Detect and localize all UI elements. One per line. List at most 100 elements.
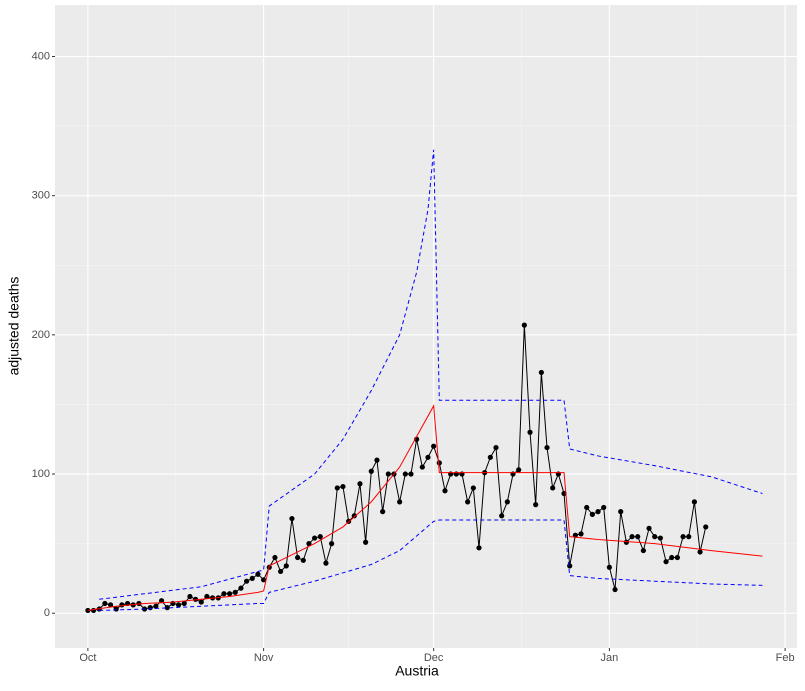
data-point [243, 578, 250, 584]
data-point [601, 504, 607, 511]
data-point [487, 454, 493, 460]
data-point [300, 557, 306, 563]
data-point [606, 564, 612, 570]
data-point [578, 531, 584, 537]
data-point [465, 499, 471, 505]
data-point [680, 534, 686, 540]
data-point [272, 554, 278, 561]
data-point [436, 460, 442, 466]
data-point [657, 535, 663, 541]
data-point [221, 591, 227, 597]
x-tick-label: Jan [600, 652, 618, 664]
data-point [669, 554, 675, 561]
data-point [499, 513, 505, 519]
data-point [623, 539, 629, 545]
data-point [340, 483, 346, 490]
data-point [652, 534, 658, 540]
data-point [703, 524, 709, 530]
x-axis-title: Austria [395, 663, 439, 679]
data-point [425, 454, 431, 460]
data-point [204, 593, 210, 600]
data-point [255, 571, 261, 577]
data-point [198, 599, 204, 605]
data-point [153, 603, 159, 609]
data-point [351, 513, 357, 519]
data-point [442, 488, 448, 494]
data-point [158, 598, 165, 604]
y-axis-title: adjusted deaths [6, 277, 22, 376]
data-point [317, 534, 323, 540]
data-point [697, 549, 703, 555]
data-point [334, 485, 340, 491]
data-point [363, 539, 369, 545]
data-point [181, 600, 187, 607]
data-point [402, 471, 408, 477]
data-point [102, 600, 108, 607]
data-point [113, 606, 119, 612]
data-point [618, 509, 624, 515]
data-point [368, 468, 374, 474]
data-point [147, 605, 153, 611]
data-point [691, 499, 698, 505]
data-point [90, 607, 97, 614]
series-line [87, 404, 763, 611]
data-point [329, 541, 335, 547]
data-point [397, 499, 403, 505]
data-point [85, 607, 91, 614]
data-point [629, 534, 635, 540]
data-point [107, 602, 114, 608]
data-point [374, 457, 380, 463]
data-point [187, 593, 193, 600]
y-tick-label: 200 [32, 329, 50, 341]
data-point [289, 515, 295, 522]
data-point [595, 509, 601, 515]
data-point [476, 545, 482, 551]
data-point [226, 591, 233, 597]
data-point [385, 471, 391, 477]
data-point [646, 525, 652, 531]
data-point [119, 602, 125, 608]
data-point [567, 563, 573, 569]
data-point [238, 585, 244, 591]
panel [55, 5, 797, 648]
data-point [674, 554, 680, 561]
data-point [323, 560, 329, 566]
data-point [357, 481, 363, 487]
data-point [663, 559, 669, 565]
data-point [175, 602, 182, 608]
data-point [260, 577, 267, 583]
y-tick-label: 0 [44, 607, 50, 619]
data-point [550, 485, 556, 491]
data-point [419, 464, 425, 470]
data-point [516, 467, 522, 473]
x-tick-label: Dec [424, 652, 444, 664]
data-point [589, 511, 595, 517]
data-point [493, 444, 499, 451]
data-point [527, 429, 533, 435]
data-point [521, 322, 527, 328]
series-line [99, 149, 763, 600]
x-tick-label: Oct [79, 652, 96, 664]
data-point [635, 534, 641, 540]
data-point [306, 541, 312, 547]
data-point [686, 534, 692, 540]
data-point [249, 575, 255, 582]
data-point [232, 589, 238, 595]
data-point [640, 547, 646, 554]
data-point [408, 471, 414, 477]
data-point [612, 586, 618, 593]
y-tick-label: 400 [32, 50, 50, 62]
data-point [278, 568, 284, 575]
data-point [584, 504, 590, 511]
x-tick-label: Nov [254, 652, 274, 664]
y-tick-label: 100 [32, 468, 50, 480]
data-point [504, 499, 510, 505]
data-point [283, 563, 289, 569]
data-point [312, 535, 318, 541]
data-point [295, 554, 301, 561]
data-point [572, 532, 578, 538]
y-tick-label: 300 [32, 190, 50, 202]
data-point [136, 600, 142, 607]
data-point [533, 502, 539, 508]
